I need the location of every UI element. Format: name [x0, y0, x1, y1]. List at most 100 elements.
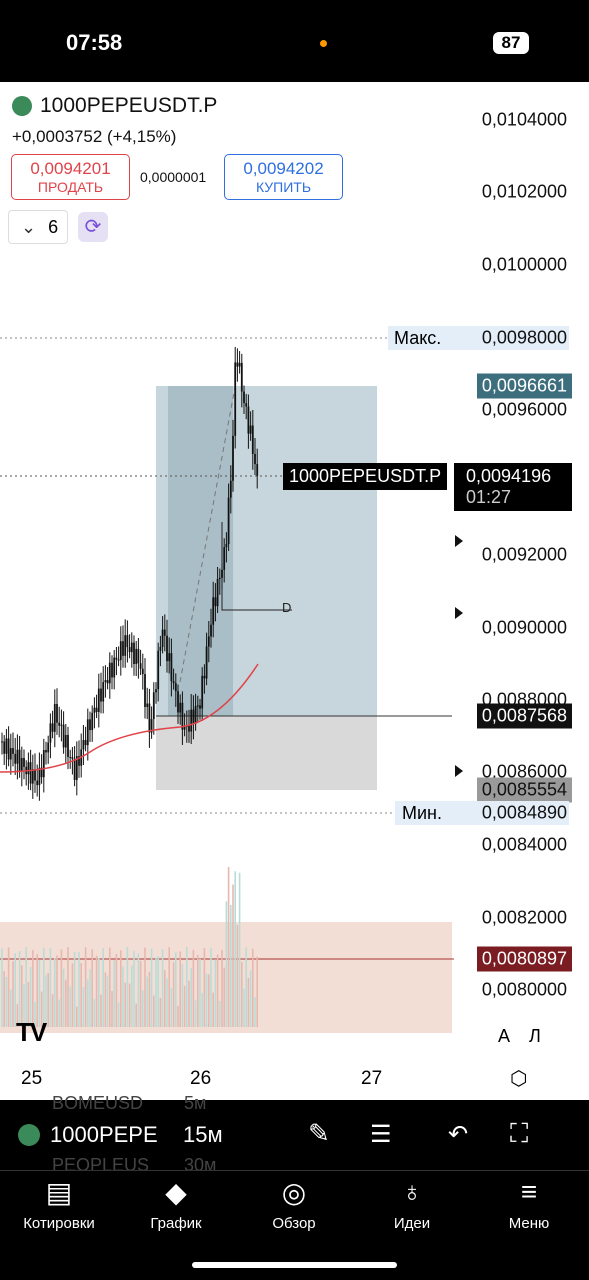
nav-item[interactable]: График	[150, 1215, 202, 1232]
volume-bar	[157, 956, 159, 1027]
sell-label: ПРОДАТЬ	[37, 179, 104, 195]
candle-body	[71, 757, 74, 759]
volume-bar	[243, 988, 245, 1027]
ghost-symbol: BOMEUSD	[52, 1093, 144, 1113]
symbol[interactable]: 1000PEPEUSDT.P	[12, 94, 217, 118]
refresh[interactable]: ⟳	[78, 212, 108, 242]
volume-bar	[95, 955, 98, 1027]
undo[interactable]: ↶	[448, 1121, 469, 1148]
toolbar-interval[interactable]: 15м	[183, 1122, 223, 1147]
draw-tool[interactable]: ✎	[308, 1118, 330, 1148]
candle-body	[36, 780, 39, 786]
candle-body	[78, 756, 80, 766]
volume-bar	[124, 982, 126, 1027]
candle-body	[137, 648, 140, 664]
candle-body	[166, 635, 168, 662]
nav-item[interactable]: Идеи	[393, 1215, 431, 1232]
volume-bar	[65, 979, 67, 1027]
buy-button[interactable]: 0,0094202 КУПИТЬ	[224, 154, 343, 200]
volume-bar	[25, 947, 27, 1027]
candle-body	[38, 767, 41, 786]
ghost-symbol: PEOPLEUS	[52, 1155, 150, 1175]
volume-bar	[115, 953, 118, 1027]
candle-body	[256, 464, 259, 476]
volume-bar	[142, 990, 144, 1027]
coin-icon	[18, 1124, 40, 1146]
candle-body	[91, 712, 94, 731]
position-loss	[156, 716, 377, 790]
volume-bar	[58, 999, 60, 1027]
nav-item[interactable]: Котировки	[23, 1215, 95, 1232]
candle-body	[56, 703, 58, 723]
indicators-toggle[interactable]: ⌄ 6	[8, 210, 68, 244]
volume-bar	[192, 949, 195, 1027]
auto-scale[interactable]: А	[498, 1026, 511, 1046]
candle-body	[152, 692, 155, 720]
volume-bar	[93, 998, 96, 1027]
time-tick: 25	[21, 1068, 43, 1089]
volume-bar	[98, 958, 100, 1027]
toolbar-symbol[interactable]: 1000PEPE	[50, 1122, 158, 1147]
symbol-tag: 1000PEPEUSDT.P	[283, 463, 448, 490]
volume-bar	[113, 960, 115, 1027]
volume-bar	[249, 970, 252, 1027]
candle-body	[93, 707, 96, 713]
volume-bar	[227, 867, 230, 1027]
volume-bar	[38, 959, 41, 1027]
nav-item[interactable]: Обзор	[272, 1215, 316, 1232]
candle-body	[227, 497, 230, 544]
volume-bar	[201, 993, 203, 1027]
candle-body	[53, 703, 56, 732]
volume-bar	[27, 982, 30, 1027]
log-scale[interactable]: Л	[529, 1026, 541, 1046]
volume-bar	[120, 950, 122, 1027]
candle-body	[126, 635, 129, 648]
volume-bar	[234, 871, 236, 1027]
coin-icon	[12, 96, 32, 117]
candle-body	[254, 453, 256, 465]
sell-button[interactable]: 0,0094201 ПРОДАТЬ	[11, 154, 130, 200]
volume-bar	[16, 1004, 19, 1027]
settings[interactable]: ⬡	[510, 1068, 528, 1090]
candle-body	[141, 668, 144, 675]
volume-bar	[155, 957, 157, 1027]
countdown: 01:27	[466, 487, 512, 507]
price-tick: 0,0104000	[481, 109, 567, 130]
volume-bar	[102, 948, 104, 1027]
candle-body	[115, 657, 118, 660]
candle-body	[45, 750, 47, 753]
logo: TV	[16, 1017, 47, 1047]
nav-item[interactable]: Меню	[508, 1215, 550, 1232]
volume-bar	[183, 985, 186, 1027]
volume-bar	[194, 1000, 197, 1027]
price-tick: 0,0080000	[481, 979, 567, 1000]
volume-bar	[67, 947, 69, 1027]
nav-icon: ▤	[45, 1177, 73, 1208]
candle-body	[236, 362, 239, 367]
candle-body	[232, 435, 234, 481]
candle-body	[174, 683, 177, 692]
arrow	[455, 535, 463, 777]
volume-bar	[177, 1005, 179, 1027]
candle-body	[192, 709, 195, 725]
volume-bar	[126, 947, 129, 1027]
candle-body	[49, 723, 52, 743]
trend	[179, 381, 237, 683]
candle-body	[139, 663, 142, 669]
candle-body	[12, 748, 14, 754]
fullscreen[interactable]: ⛶	[510, 1118, 529, 1148]
volume-bar	[247, 977, 250, 1027]
volume-bar	[203, 947, 206, 1027]
spread: 0,0000001	[140, 169, 207, 185]
volume-bar	[199, 958, 201, 1027]
candle-body	[60, 724, 63, 726]
candle-body	[161, 629, 164, 647]
candle-body	[168, 653, 171, 662]
volume-bar	[1, 948, 3, 1027]
volume-bar	[238, 872, 241, 1027]
candle-body	[3, 741, 6, 754]
indicators[interactable]: ☰	[370, 1121, 392, 1148]
volume-bar	[36, 954, 38, 1027]
volume-bar	[122, 966, 124, 1027]
volume-bar	[179, 951, 181, 1027]
